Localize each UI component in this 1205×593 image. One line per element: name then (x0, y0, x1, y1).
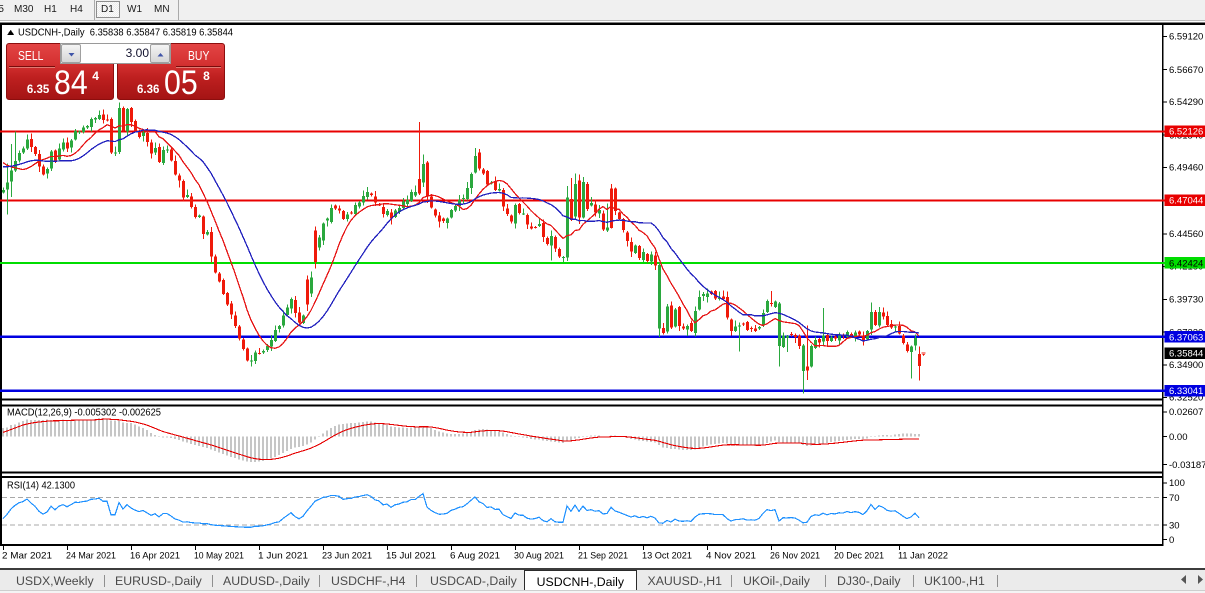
svg-text:30 Aug 2021: 30 Aug 2021 (514, 551, 564, 562)
svg-text:2 Mar 2021: 2 Mar 2021 (2, 551, 52, 562)
svg-text:26 Nov 2021: 26 Nov 2021 (770, 551, 820, 562)
svg-text:6.54290: 6.54290 (1169, 97, 1203, 108)
svg-text:13 Oct 2021: 13 Oct 2021 (642, 551, 692, 562)
svg-text:6.44560: 6.44560 (1169, 229, 1203, 240)
svg-text:1 Jun 2021: 1 Jun 2021 (258, 551, 308, 562)
svg-text:11 Jan 2022: 11 Jan 2022 (898, 551, 948, 562)
svg-text:6.37063: 6.37063 (1169, 332, 1203, 343)
svg-text:6.33041: 6.33041 (1169, 386, 1203, 397)
svg-text:0.02607: 0.02607 (1169, 407, 1203, 418)
svg-text:100: 100 (1169, 478, 1185, 489)
svg-text:70: 70 (1169, 493, 1180, 504)
svg-text:20 Dec 2021: 20 Dec 2021 (834, 551, 884, 562)
svg-text:6.32520: 6.32520 (1169, 393, 1203, 404)
svg-text:MACD(12,26,9) -0.005302 -0.002: MACD(12,26,9) -0.005302 -0.002625 (7, 408, 161, 419)
svg-text:10 May 2021: 10 May 2021 (194, 551, 244, 562)
svg-text:-0.03187: -0.03187 (1169, 460, 1205, 471)
svg-text:6.56670: 6.56670 (1169, 65, 1203, 76)
svg-text:6.47044: 6.47044 (1169, 196, 1203, 207)
svg-text:24 Mar 2021: 24 Mar 2021 (66, 551, 116, 562)
svg-text:23 Jun 2021: 23 Jun 2021 (322, 551, 372, 562)
svg-text:0: 0 (1169, 535, 1174, 546)
svg-text:6 Aug 2021: 6 Aug 2021 (450, 551, 500, 562)
svg-text:6.34900: 6.34900 (1169, 360, 1203, 371)
svg-text:16 Apr 2021: 16 Apr 2021 (130, 551, 180, 562)
svg-text:6.49460: 6.49460 (1169, 163, 1203, 174)
svg-text:RSI(14) 42.1300: RSI(14) 42.1300 (7, 481, 75, 492)
svg-text:21 Sep 2021: 21 Sep 2021 (578, 551, 628, 562)
svg-text:6.59120: 6.59120 (1169, 32, 1203, 43)
svg-text:6.35844: 6.35844 (1169, 349, 1203, 360)
svg-text:15 Jul 2021: 15 Jul 2021 (386, 551, 436, 562)
svg-text:6.39730: 6.39730 (1169, 295, 1203, 306)
svg-text:6.52126: 6.52126 (1169, 127, 1203, 138)
svg-text:4 Nov 2021: 4 Nov 2021 (706, 551, 756, 562)
svg-text:USDCNH-,Daily 6.35838 6.35847: USDCNH-,Daily 6.35838 6.35847 6.35819 6.… (18, 27, 233, 38)
svg-text:6.42424: 6.42424 (1169, 258, 1203, 269)
svg-text:0.00: 0.00 (1169, 432, 1188, 443)
svg-text:30: 30 (1169, 520, 1180, 531)
